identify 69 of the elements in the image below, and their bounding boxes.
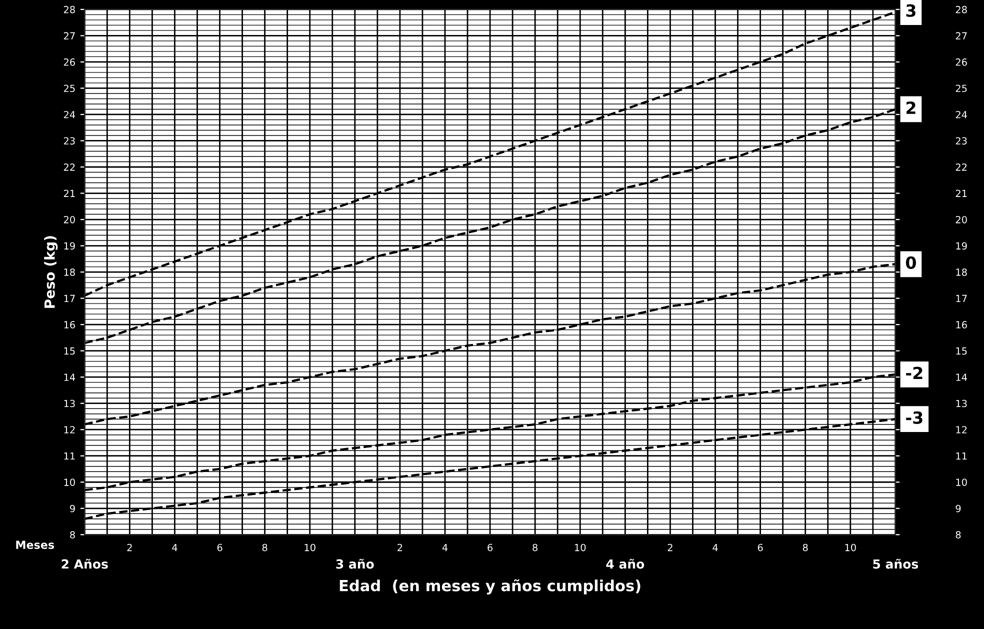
- y2-tick-label: 18: [956, 268, 967, 276]
- y-tick-label: 24: [64, 110, 76, 118]
- y2-tick-label: 8: [956, 531, 961, 538]
- x-tick-label: 4: [172, 544, 178, 552]
- y-tick-label: 26: [64, 58, 75, 66]
- x-tick-label: 10: [304, 544, 316, 552]
- series-label: 0: [906, 256, 916, 269]
- text: 3 año: [336, 558, 374, 569]
- y-tick-label: 15: [64, 347, 75, 355]
- y-tick-label: 11: [64, 452, 75, 460]
- x-tick-label: 2: [668, 544, 672, 552]
- x-tick-label: 4: [712, 544, 718, 552]
- series-label: -2: [906, 366, 922, 380]
- y2-tick-label: 21: [956, 190, 967, 197]
- y-tick-label: 21: [64, 190, 75, 197]
- x-tick-label: 10: [845, 544, 856, 552]
- y2-tick-label: 15: [956, 347, 967, 355]
- y-tick-label: 8: [70, 531, 75, 538]
- series-label: 3: [906, 4, 916, 17]
- y2-tick-label: 22: [956, 163, 967, 171]
- y-tick-label: 16: [64, 321, 75, 328]
- x-tick-label: 8: [262, 544, 268, 552]
- series-label: 2: [906, 101, 916, 114]
- y-tick-label: 28: [64, 6, 75, 14]
- y2-tick-label: 11: [956, 452, 967, 460]
- x-tick-label: 6: [758, 544, 763, 552]
- text: 2 Años: [62, 558, 108, 569]
- y2-tick-label: 10: [956, 478, 967, 486]
- y-tick-label: 22: [64, 163, 75, 171]
- y-tick-label: 14: [64, 374, 76, 381]
- y-tick-label: 10: [64, 478, 75, 486]
- y2-tick-label: 16: [956, 321, 967, 328]
- y2-tick-label: 25: [956, 84, 967, 92]
- x-tick-label: 10: [575, 544, 586, 552]
- y-tick-label: 18: [64, 268, 75, 276]
- x-axis-title: Edad (en meses y años cumplidos): [340, 579, 640, 594]
- x-tick-label: 8: [532, 544, 538, 552]
- y2-tick-label: 13: [956, 400, 967, 408]
- y2-tick-label: 20: [956, 216, 967, 224]
- y-tick-label: 23: [64, 137, 75, 145]
- y-tick-label: 9: [70, 504, 75, 512]
- y2-tick-label: 23: [956, 137, 967, 145]
- x-tick-label: 4: [442, 544, 448, 552]
- y-tick-label: 20: [64, 216, 75, 224]
- y-tick-label: 13: [64, 400, 75, 408]
- x-tick-label: 6: [217, 544, 222, 552]
- y2-tick-label: 24: [956, 110, 967, 118]
- x-tick-label: 2: [127, 544, 132, 552]
- y-tick-label: 12: [64, 426, 75, 434]
- y-axis-title: Peso (kg): [44, 236, 58, 308]
- y2-tick-label: 26: [956, 58, 967, 66]
- y-tick-label: 25: [64, 84, 75, 92]
- text: 4 año: [606, 558, 644, 569]
- x-tick-label: 2: [398, 544, 402, 552]
- y2-tick-label: 28: [956, 6, 967, 14]
- y2-tick-label: 17: [956, 294, 967, 302]
- y2-tick-label: 12: [956, 426, 967, 434]
- y2-tick-label: 9: [956, 504, 961, 512]
- y2-tick-label: 27: [956, 32, 967, 40]
- x-tick-label: 6: [488, 544, 493, 552]
- y-tick-label: 27: [64, 32, 75, 40]
- y2-tick-label: 14: [956, 374, 967, 381]
- y-tick-label: 19: [64, 242, 75, 250]
- series-label: -3: [906, 411, 922, 424]
- text: Meses: [16, 540, 54, 549]
- text: 5 años: [873, 558, 918, 569]
- y2-tick-label: 19: [956, 242, 967, 250]
- y-tick-label: 17: [64, 294, 75, 302]
- x-tick-label: 8: [802, 544, 808, 552]
